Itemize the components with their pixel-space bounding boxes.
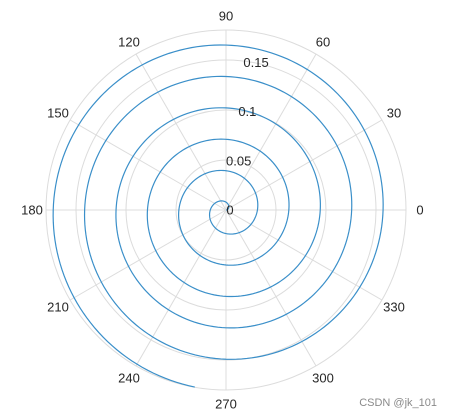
radius-tick-label: 0.15: [243, 55, 268, 70]
angle-tick-label: 0: [416, 203, 423, 218]
angle-tick-label: 60: [316, 34, 330, 49]
grid-spoke: [225, 209, 383, 301]
angle-tick-label: 30: [387, 106, 401, 121]
grid-spoke: [225, 209, 317, 367]
series-line: [52, 44, 384, 388]
angle-tick-label: 300: [312, 371, 334, 386]
angle-tick-label: 180: [21, 203, 43, 218]
angle-tick-label: 210: [47, 300, 69, 315]
grid-spoke: [135, 209, 227, 367]
grid-spoke: [135, 53, 227, 211]
angle-tick-labels: 0 30 60 90 120 150 180 210 240 270 300 330: [21, 9, 423, 412]
angle-tick-label: 330: [383, 300, 405, 315]
angle-tick-label: 150: [47, 106, 69, 121]
grid-spoke: [69, 119, 227, 211]
angle-tick-label: 120: [118, 34, 140, 49]
polar-grid: [45, 29, 407, 391]
radius-tick-label: 0.05: [226, 153, 251, 168]
angle-tick-label: 270: [215, 397, 237, 412]
radius-tick-label: 0.1: [238, 104, 256, 119]
grid-spoke: [225, 53, 317, 211]
curve-layer: [52, 44, 384, 388]
radius-tick-labels: 0 0.05 0.1 0.15: [226, 55, 269, 218]
angle-tick-label: 90: [219, 9, 233, 24]
grid-spoke: [225, 119, 383, 211]
radius-tick-label: 0: [226, 203, 233, 218]
angle-tick-label: 240: [118, 371, 140, 386]
grid-spoke: [69, 209, 227, 301]
watermark: CSDN @jk_101: [359, 397, 437, 409]
